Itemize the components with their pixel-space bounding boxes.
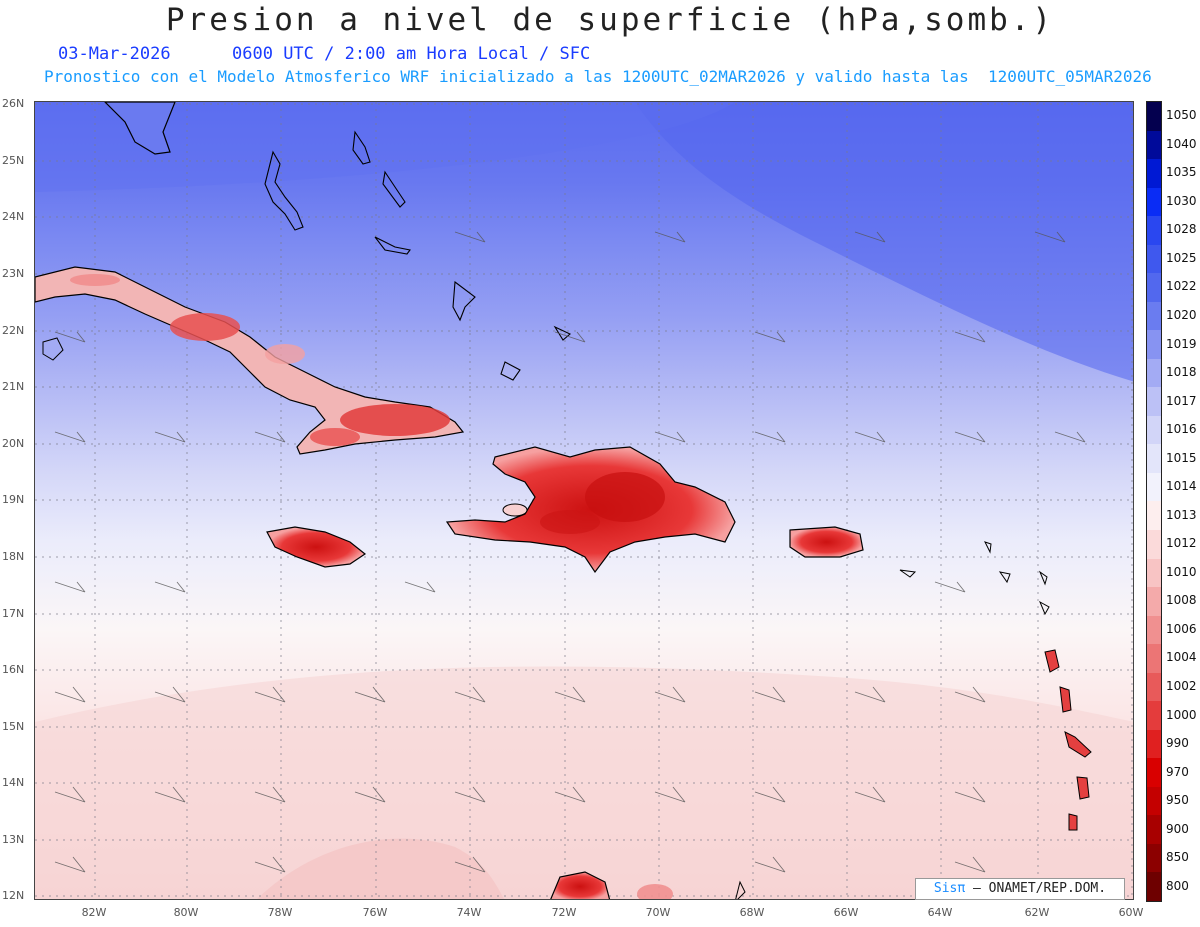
colorbar-label: 1014 bbox=[1166, 479, 1197, 494]
lon-label: 72W bbox=[551, 906, 577, 919]
lon-label: 64W bbox=[927, 906, 953, 919]
colorbar-label: 1013 bbox=[1166, 507, 1197, 522]
colorbar-label: 1006 bbox=[1166, 621, 1197, 636]
colorbar-swatch bbox=[1147, 672, 1161, 702]
colorbar-label: 1020 bbox=[1166, 308, 1197, 323]
credit-brand: Sisπ bbox=[933, 881, 966, 896]
colorbar-label: 1017 bbox=[1166, 393, 1197, 408]
colorbar-label: 970 bbox=[1166, 764, 1189, 779]
lon-label: 68W bbox=[739, 906, 765, 919]
colorbar-label: 1002 bbox=[1166, 678, 1197, 693]
colorbar-label: 1004 bbox=[1166, 650, 1197, 665]
colorbar-swatch bbox=[1147, 501, 1161, 530]
colorbar-swatch bbox=[1147, 615, 1161, 645]
lat-label: 14N bbox=[2, 776, 25, 789]
lat-label: 21N bbox=[2, 380, 25, 393]
lat-label: 25N bbox=[2, 154, 25, 167]
credit-box: Sisπ – ONAMET/REP.DOM. bbox=[915, 878, 1125, 900]
lon-label: 74W bbox=[456, 906, 482, 919]
colorbar-label: 1018 bbox=[1166, 365, 1197, 380]
colorbar-swatch bbox=[1147, 159, 1161, 188]
colorbar-label: 1028 bbox=[1166, 222, 1197, 237]
colorbar-label: 900 bbox=[1166, 821, 1189, 836]
lat-label: 23N bbox=[2, 267, 25, 280]
lat-label: 22N bbox=[2, 324, 25, 337]
colorbar-label: 1035 bbox=[1166, 165, 1197, 180]
colorbar-label: 1008 bbox=[1166, 593, 1197, 608]
pressure-map bbox=[34, 101, 1134, 900]
colorbar-label: 1022 bbox=[1166, 279, 1197, 294]
colorbar-swatch bbox=[1147, 216, 1161, 245]
colorbar-swatch bbox=[1147, 701, 1161, 730]
colorbar-label: 990 bbox=[1166, 736, 1189, 751]
lon-label: 70W bbox=[645, 906, 671, 919]
colorbar-label: 850 bbox=[1166, 850, 1189, 865]
colorbar-label: 1012 bbox=[1166, 536, 1197, 551]
lat-label: 20N bbox=[2, 437, 25, 450]
lon-label: 76W bbox=[362, 906, 388, 919]
colorbar-swatch bbox=[1147, 415, 1161, 445]
lat-label: 18N bbox=[2, 550, 25, 563]
lat-label: 24N bbox=[2, 210, 25, 223]
colorbar-swatch bbox=[1147, 102, 1161, 131]
colorbar-label: 1016 bbox=[1166, 422, 1197, 437]
lat-label: 17N bbox=[2, 607, 25, 620]
lon-label: 80W bbox=[173, 906, 199, 919]
colorbar-label: 1019 bbox=[1166, 336, 1197, 351]
colorbar-label: 800 bbox=[1166, 878, 1189, 893]
pressure-colorbar bbox=[1146, 101, 1162, 902]
lat-label: 16N bbox=[2, 663, 25, 676]
colorbar-swatch bbox=[1147, 472, 1161, 502]
colorbar-swatch bbox=[1147, 301, 1161, 331]
colorbar-swatch bbox=[1147, 387, 1161, 416]
lon-label: 78W bbox=[267, 906, 293, 919]
colorbar-swatch bbox=[1147, 558, 1161, 588]
colorbar-swatch bbox=[1147, 872, 1161, 901]
lon-label: 66W bbox=[833, 906, 859, 919]
lat-label: 15N bbox=[2, 720, 25, 733]
colorbar-label: 1050 bbox=[1166, 108, 1197, 123]
lat-label: 12N bbox=[2, 889, 25, 902]
colorbar-label: 1040 bbox=[1166, 136, 1197, 151]
forecast-date: 03-Mar-2026 bbox=[58, 44, 171, 64]
colorbar-swatch bbox=[1147, 358, 1161, 388]
colorbar-swatch bbox=[1147, 729, 1161, 759]
lat-label: 26N bbox=[2, 97, 25, 110]
forecast-time: 0600 UTC / 2:00 am Hora Local / SFC bbox=[232, 44, 591, 64]
colorbar-swatch bbox=[1147, 587, 1161, 616]
model-info: Pronostico con el Modelo Atmosferico WRF… bbox=[44, 67, 1152, 86]
colorbar-swatch bbox=[1147, 815, 1161, 844]
colorbar-swatch bbox=[1147, 187, 1161, 217]
colorbar-swatch bbox=[1147, 330, 1161, 359]
date-time-line: 03-Mar-2026 0600 UTC / 2:00 am Hora Loca… bbox=[58, 44, 590, 64]
lat-label: 19N bbox=[2, 493, 25, 506]
colorbar-swatch bbox=[1147, 529, 1161, 559]
colorbar-swatch bbox=[1147, 273, 1161, 302]
colorbar-label: 1030 bbox=[1166, 193, 1197, 208]
colorbar-swatch bbox=[1147, 444, 1161, 473]
lon-label: 62W bbox=[1024, 906, 1050, 919]
lat-label: 13N bbox=[2, 833, 25, 846]
colorbar-swatch bbox=[1147, 130, 1161, 160]
colorbar-swatch bbox=[1147, 758, 1161, 787]
colorbar-label: 1025 bbox=[1166, 250, 1197, 265]
colorbar-label: 1010 bbox=[1166, 564, 1197, 579]
credit-text: – ONAMET/REP.DOM. bbox=[973, 881, 1107, 896]
colorbar-swatch bbox=[1147, 644, 1161, 673]
lon-label: 82W bbox=[81, 906, 107, 919]
lon-label: 60W bbox=[1118, 906, 1144, 919]
colorbar-swatch bbox=[1147, 843, 1161, 873]
colorbar-label: 1000 bbox=[1166, 707, 1197, 722]
colorbar-label: 1015 bbox=[1166, 450, 1197, 465]
colorbar-label: 950 bbox=[1166, 793, 1189, 808]
colorbar-swatch bbox=[1147, 244, 1161, 274]
colorbar-swatch bbox=[1147, 786, 1161, 816]
page-title: Presion a nivel de superficie (hPa,somb.… bbox=[165, 2, 1055, 38]
